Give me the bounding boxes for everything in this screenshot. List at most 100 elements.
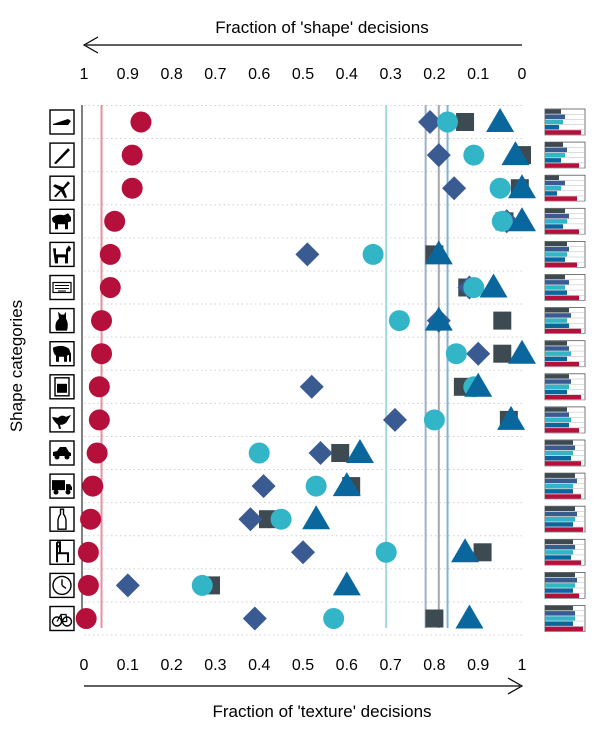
side-bar-chart <box>544 572 586 599</box>
side-bar <box>545 550 573 555</box>
point-circle <box>86 442 108 464</box>
bottom-axis-label: Fraction of 'texture' decisions <box>212 702 431 721</box>
keyboard-shape <box>52 281 72 294</box>
bottom-tick-label: 0.5 <box>292 657 314 674</box>
side-bar <box>545 626 583 632</box>
side-bar-chart <box>544 472 586 500</box>
point-diamond <box>299 374 324 399</box>
top-tick-label: 0.6 <box>248 66 270 83</box>
top-tick-label: 0.1 <box>467 66 489 83</box>
side-bar-chart <box>544 340 586 368</box>
side-bar <box>545 175 559 180</box>
point-diamond <box>251 474 276 499</box>
side-bar-chart <box>544 605 586 632</box>
bottom-tick-label: 0.1 <box>117 657 139 674</box>
side-bar <box>545 422 569 428</box>
side-bar-chart <box>544 406 586 434</box>
point-triangle <box>497 405 526 430</box>
top-tick-label: 0.9 <box>117 66 139 83</box>
point-circle <box>489 177 511 199</box>
bottom-tick-label: 0.4 <box>248 657 270 674</box>
side-bar-chart <box>544 240 586 268</box>
side-bar-chart <box>544 207 586 235</box>
side-bar <box>545 522 573 527</box>
point-diamond <box>295 242 320 267</box>
side-bar <box>545 572 575 578</box>
point-circle <box>445 343 467 365</box>
side-bar <box>545 527 583 532</box>
truck-shape <box>52 480 72 491</box>
point-triangle <box>332 472 361 497</box>
pencil-shape <box>54 148 70 165</box>
side-bar <box>545 191 557 196</box>
knife-shape <box>53 119 71 125</box>
side-bar <box>545 494 581 499</box>
side-bar-chart <box>544 141 586 169</box>
side-bar <box>545 456 571 461</box>
point-square <box>331 444 350 462</box>
point-circle <box>82 475 104 497</box>
bird-icon <box>49 407 75 433</box>
side-bar-chart <box>544 373 586 401</box>
side-bar <box>545 130 581 135</box>
category-icons <box>49 109 75 632</box>
point-circle <box>121 144 143 166</box>
side-bar <box>545 417 571 423</box>
side-bar <box>545 611 575 616</box>
point-diamond <box>382 407 407 432</box>
bottom-tick-label: 0.9 <box>467 657 489 674</box>
car-wheel <box>54 454 60 460</box>
side-bar-chart <box>544 439 586 467</box>
cat-shape <box>55 311 68 331</box>
top-tick-label: 1 <box>80 66 89 83</box>
knife-icon <box>49 109 75 135</box>
top-tick-label: 0.5 <box>292 66 314 83</box>
dog-icon <box>49 241 75 268</box>
truck-icon <box>49 473 75 499</box>
oven-door <box>57 383 67 393</box>
side-bar <box>545 588 573 593</box>
point-triangle <box>455 604 484 629</box>
top-tick-label: 0 <box>518 66 527 83</box>
side-bar <box>545 241 567 247</box>
oven-icon <box>49 374 75 400</box>
bottom-tick-label: 0.2 <box>160 657 182 674</box>
point-square <box>493 344 512 363</box>
side-bar <box>545 412 569 417</box>
point-square <box>473 543 492 562</box>
side-bar <box>545 506 575 511</box>
side-bar <box>545 379 571 384</box>
point-circle <box>77 574 99 596</box>
car-wheel <box>64 454 70 460</box>
point-circle <box>305 475 327 497</box>
side-bar <box>545 262 577 267</box>
point-triangle <box>479 273 508 298</box>
side-bar <box>545 308 569 313</box>
side-bar <box>545 323 569 328</box>
point-triangle <box>424 240 453 265</box>
bear-icon <box>49 208 75 235</box>
side-bar <box>545 213 569 219</box>
bottom-arrow-head <box>507 677 524 695</box>
point-circle <box>99 243 121 265</box>
point-diamond <box>442 176 467 201</box>
side-bar <box>545 374 569 379</box>
point-circle <box>75 608 97 629</box>
point-circle <box>99 277 121 298</box>
clock-hands <box>61 579 67 589</box>
side-bar <box>545 152 565 158</box>
y-axis-label: Shape categories <box>7 300 26 432</box>
icon-frame <box>49 274 75 301</box>
point-circle <box>362 243 384 265</box>
side-bar <box>545 489 573 494</box>
side-bar <box>545 450 573 456</box>
side-bar <box>545 616 575 621</box>
data-points <box>75 108 536 631</box>
side-bar-chart <box>544 307 586 335</box>
point-circle <box>463 277 485 298</box>
side-bar <box>545 544 575 550</box>
point-square <box>456 113 475 131</box>
top-tick-labels: 1 0.9 0.8 0.7 0.6 0.5 0.4 0.3 0.2 0.1 0 <box>80 66 527 83</box>
point-circle <box>104 210 126 232</box>
